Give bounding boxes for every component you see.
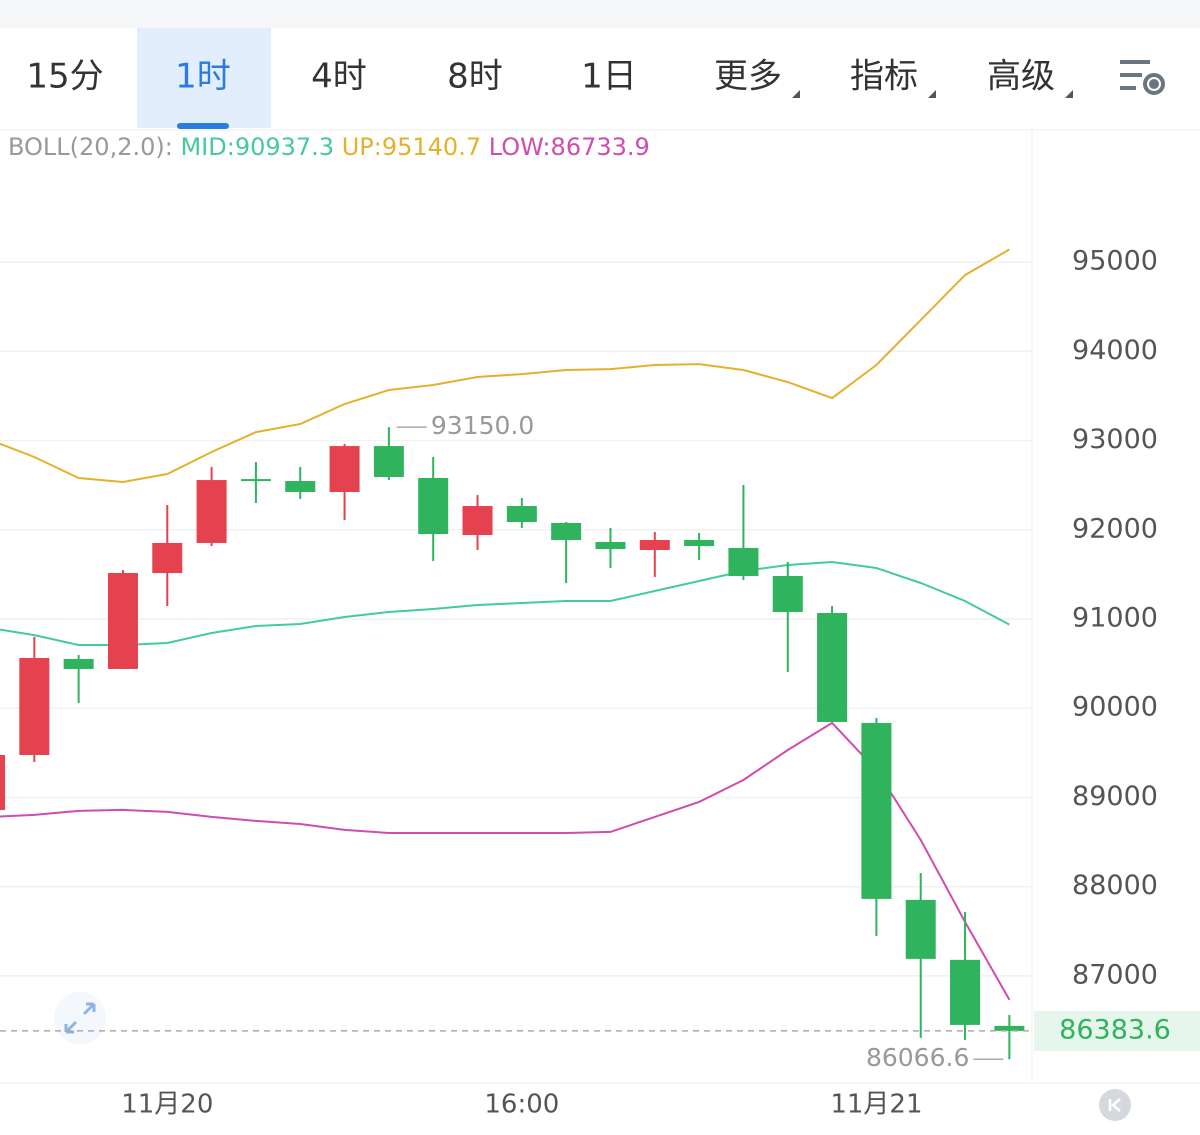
tab-highlight [137, 28, 271, 128]
indicator-line [0, 721, 1011, 1001]
legend-entry: LOW:86733.9 [489, 133, 650, 161]
candle-body [0, 754, 5, 810]
legend-entry: MID:90937.3 [180, 133, 334, 161]
tab[interactable]: 1时 [175, 57, 231, 97]
dropdown-caret [792, 90, 800, 98]
candle-body [639, 540, 670, 551]
candle-body [551, 522, 582, 541]
indicator-line [0, 248, 1010, 484]
x-tick-label: 16:00 [484, 1090, 559, 1120]
status-strip [0, 0, 1200, 28]
candle-body [861, 722, 892, 899]
tab[interactable]: 15分 [26, 57, 103, 97]
candle-body [905, 899, 936, 959]
candle-body [684, 540, 715, 547]
candle-body [152, 542, 183, 574]
y-tick-label: 95000 [1072, 246, 1158, 277]
candle-body [728, 547, 759, 576]
tab[interactable]: 8时 [447, 57, 503, 97]
candle-body [595, 541, 626, 550]
candle-body [373, 446, 404, 478]
tab[interactable]: 1日 [581, 57, 637, 97]
tab[interactable]: 更多 [714, 57, 782, 97]
candle-body [772, 575, 803, 613]
settings-icon[interactable] [1120, 60, 1165, 95]
candle-body [994, 1025, 1025, 1031]
last-price-tag [1034, 1010, 1200, 1051]
axes: 87000 88000 89000 90000 91000 92000 93000 94000… [121, 246, 1158, 1120]
y-tick-label: 89000 [1072, 781, 1158, 812]
candle-body [63, 658, 94, 669]
candle-body [950, 959, 981, 1025]
candle-body [506, 506, 537, 522]
candle-body [19, 657, 50, 755]
y-tick-label: 87000 [1072, 959, 1158, 990]
candle-body [107, 573, 138, 669]
scroll-end-button[interactable] [1099, 1089, 1131, 1121]
tab[interactable]: 高级 [987, 57, 1055, 97]
y-tick-label: 88000 [1072, 870, 1158, 901]
high-marker-label: 93150.0 [431, 411, 534, 440]
candle-body [462, 506, 493, 536]
indicator-line [0, 560, 1010, 646]
tab-indicator [177, 123, 229, 129]
last-price-label: 86383.6 [1059, 1014, 1171, 1045]
y-tick-label: 91000 [1072, 602, 1158, 633]
candle-body [285, 481, 316, 493]
y-tick-label: 92000 [1072, 513, 1158, 544]
x-tick-label: 11月21 [830, 1090, 922, 1120]
legend: BOLL(20,2.0): MID:90937.3 UP:95140.7 LOW… [8, 133, 650, 161]
low-marker-label: 86066.6 [866, 1043, 969, 1072]
dropdown-caret [1065, 90, 1073, 98]
y-tick-label: 94000 [1072, 335, 1158, 366]
candle-body [329, 446, 360, 493]
candle-body [196, 480, 227, 543]
legend-entry: UP:95140.7 [342, 133, 481, 161]
plot [0, 248, 1025, 1060]
candle-body [817, 613, 848, 722]
candle-body [240, 479, 271, 482]
x-tick-label: 11月20 [121, 1090, 213, 1120]
y-tick-label: 93000 [1072, 424, 1158, 455]
grid [0, 261, 1032, 977]
indicator-label: BOLL(20,2.0): [8, 133, 173, 161]
dropdown-caret [928, 90, 936, 98]
tab[interactable]: 4时 [311, 57, 367, 97]
expand-button[interactable] [54, 992, 106, 1044]
y-tick-label: 90000 [1072, 692, 1158, 723]
candle-body [418, 478, 449, 535]
tab[interactable]: 指标 [850, 57, 918, 97]
tabs: 15分 1时 4时 8时 1日 更多 指标 高级 [26, 28, 1073, 129]
